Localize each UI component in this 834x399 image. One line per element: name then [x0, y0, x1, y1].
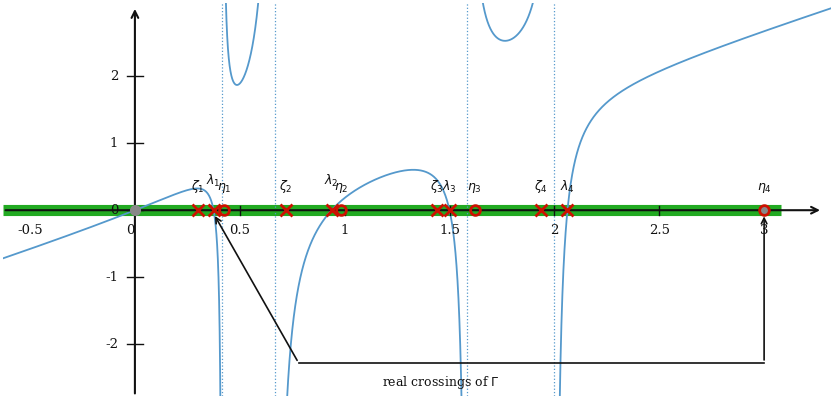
Text: $\zeta_{2}$: $\zeta_{2}$ [279, 178, 293, 196]
Text: $\eta_{3}$: $\eta_{3}$ [467, 182, 482, 196]
Text: 3: 3 [760, 223, 768, 237]
Text: $\lambda_{4}$: $\lambda_{4}$ [560, 180, 575, 196]
Text: 0.5: 0.5 [229, 223, 250, 237]
Text: $\eta_{1}$: $\eta_{1}$ [217, 182, 231, 196]
Text: $\zeta_{4}$: $\zeta_{4}$ [534, 178, 548, 196]
Text: 1: 1 [110, 137, 118, 150]
Text: -2: -2 [105, 338, 118, 351]
Text: $\lambda_{1}$: $\lambda_{1}$ [206, 173, 221, 189]
Text: 0: 0 [127, 223, 135, 237]
Text: -1: -1 [105, 271, 118, 284]
Text: $\eta_{4}$: $\eta_{4}$ [756, 182, 771, 196]
Text: $\lambda_{3}$: $\lambda_{3}$ [442, 180, 457, 196]
Text: $\eta_{2}$: $\eta_{2}$ [334, 182, 349, 196]
Text: real crossings of $\Gamma$: real crossings of $\Gamma$ [383, 374, 500, 391]
Text: -0.5: -0.5 [18, 223, 43, 237]
Text: $\zeta_{3}$: $\zeta_{3}$ [430, 178, 444, 196]
Text: 1.5: 1.5 [439, 223, 460, 237]
Text: 2: 2 [110, 70, 118, 83]
Text: $\lambda_{2}$: $\lambda_{2}$ [324, 173, 339, 189]
Text: 2.5: 2.5 [649, 223, 670, 237]
Text: 1: 1 [340, 223, 349, 237]
Text: 0: 0 [110, 204, 118, 217]
Text: 2: 2 [550, 223, 559, 237]
Text: $\zeta_{1}$: $\zeta_{1}$ [191, 178, 204, 196]
